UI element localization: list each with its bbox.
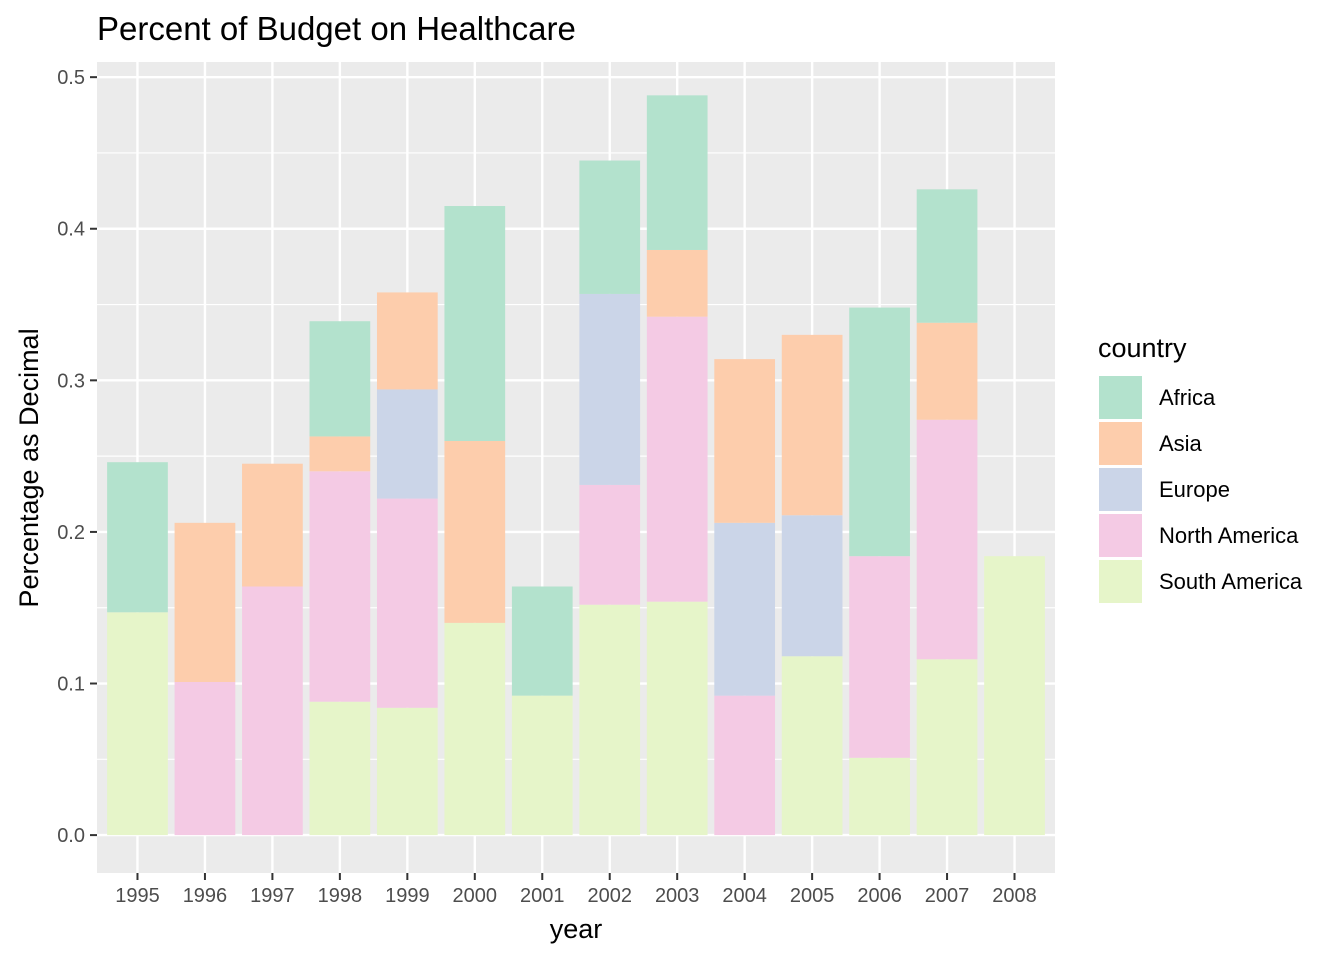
bar-segment: [916, 659, 978, 836]
x-tick-label: 1997: [250, 885, 295, 907]
bar-segment: [579, 160, 641, 294]
bar-segment: [714, 522, 776, 696]
bar-segment: [781, 334, 843, 516]
bar-segment: [174, 522, 236, 682]
legend-label: Asia: [1159, 431, 1203, 456]
bar-segment: [309, 321, 371, 437]
y-tick-label: 0.0: [57, 825, 85, 847]
bar-segment: [579, 484, 641, 605]
bar-segment: [916, 419, 978, 660]
legend-label: Europe: [1159, 477, 1230, 502]
y-tick-label: 0.1: [57, 674, 85, 696]
bar-segment: [376, 389, 438, 499]
legend-swatch: [1099, 514, 1142, 557]
bar-segment: [107, 612, 168, 836]
x-tick-label: 2003: [655, 885, 700, 907]
legend: country Africa Asia Europe North America Sou…: [1098, 333, 1303, 603]
bar-segment: [579, 293, 641, 485]
x-tick-label: 2006: [857, 885, 902, 907]
bar-segment: [107, 462, 168, 613]
y-tick-label: 0.3: [57, 370, 85, 392]
x-tick-label: 2008: [992, 885, 1037, 907]
x-tick-label: 1998: [318, 885, 363, 907]
legend-title: country: [1098, 333, 1187, 363]
bar-segment: [511, 695, 573, 836]
bar-segment: [781, 515, 843, 657]
legend-swatch: [1099, 376, 1142, 419]
y-axis-title: Percentage as Decimal: [14, 328, 44, 607]
x-tick-label: 1995: [115, 885, 160, 907]
x-tick-label: 2000: [453, 885, 498, 907]
legend-swatch: [1099, 422, 1142, 465]
bar-segment: [916, 322, 978, 420]
x-tick-label: 1999: [385, 885, 430, 907]
bar-segment: [376, 498, 438, 708]
x-tick-label: 2002: [587, 885, 632, 907]
bar-segment: [646, 601, 708, 836]
y-tick-label: 0.4: [57, 219, 85, 241]
y-axis: 0.0 0.1 0.2 0.3 0.4 0.5: [57, 67, 97, 847]
bar-segment: [511, 586, 573, 696]
legend-swatch: [1099, 560, 1142, 603]
x-tick-label: 2004: [722, 885, 767, 907]
bar-segment: [309, 701, 371, 836]
bars: [107, 95, 1045, 836]
bar-segment: [984, 556, 1045, 836]
x-tick-label: 1996: [183, 885, 228, 907]
x-axis-title: year: [550, 914, 603, 944]
plot-panel: [97, 62, 1055, 873]
bar-segment: [849, 307, 910, 557]
x-tick-label: 2005: [790, 885, 835, 907]
y-tick-label: 0.2: [57, 522, 85, 544]
bar-segment: [916, 189, 978, 323]
bar-segment: [242, 586, 303, 836]
bar-segment: [376, 292, 438, 390]
legend-label: Africa: [1159, 385, 1216, 410]
x-axis: 1995 1996 1997 1998 1999 2000 2001 2002 2003 2004…: [115, 873, 1037, 907]
bar-segment: [849, 757, 910, 836]
legend-label: North America: [1159, 523, 1299, 548]
bar-segment: [444, 622, 506, 836]
x-tick-label: 2001: [520, 885, 565, 907]
bar-segment: [714, 359, 776, 523]
legend-label: South America: [1159, 569, 1303, 594]
bar-segment: [781, 656, 843, 836]
legend-swatch: [1099, 468, 1142, 511]
bar-segment: [444, 440, 506, 623]
bar-segment: [242, 463, 303, 587]
y-tick-label: 0.5: [57, 67, 85, 89]
bar-segment: [646, 316, 708, 602]
chart-title: Percent of Budget on Healthcare: [97, 10, 576, 47]
bar-segment: [714, 695, 776, 836]
x-tick-label: 2007: [925, 885, 970, 907]
bar-segment: [444, 206, 506, 441]
bar-segment: [646, 95, 708, 250]
bar-segment: [646, 249, 708, 317]
bar-segment: [174, 681, 236, 836]
bar-segment: [579, 604, 641, 836]
bar-segment: [309, 436, 371, 472]
bar-segment: [849, 556, 910, 758]
bar-segment: [376, 707, 438, 836]
bar-segment: [309, 471, 371, 702]
